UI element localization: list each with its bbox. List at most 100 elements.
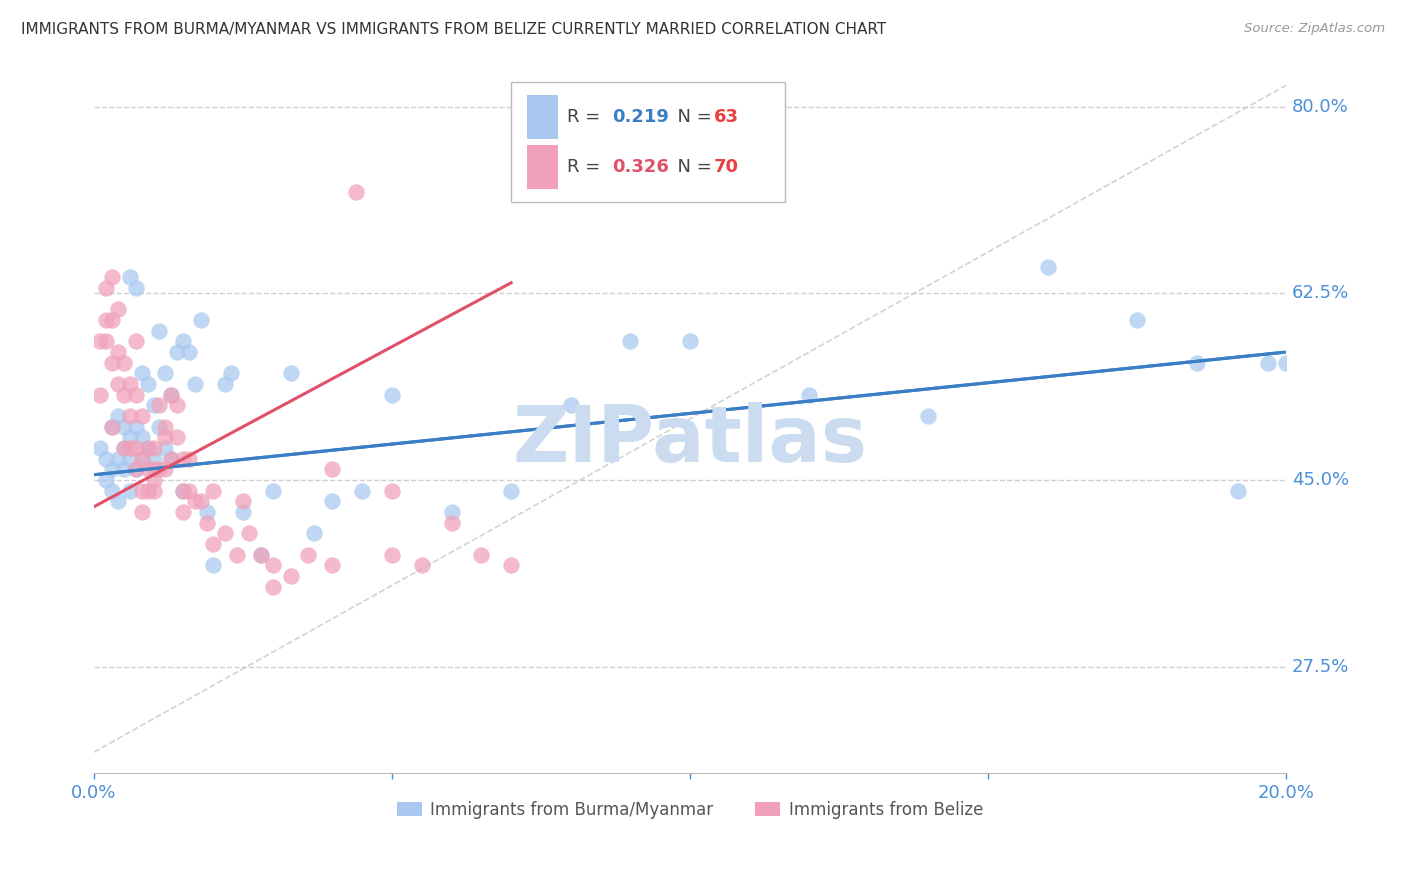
Point: [112, 441, 135, 455]
Point: [352, 483, 374, 498]
Text: 45.0%: 45.0%: [1292, 471, 1350, 489]
Point: [560, 398, 582, 412]
Point: [118, 377, 141, 392]
Point: [131, 451, 153, 466]
Point: [136, 377, 159, 392]
Point: [101, 270, 124, 285]
Point: [619, 334, 641, 349]
Text: 70: 70: [714, 158, 738, 176]
Point: [94, 281, 117, 295]
Point: [107, 345, 129, 359]
Point: [195, 505, 218, 519]
Point: [1257, 356, 1279, 370]
Point: [411, 558, 433, 573]
Point: [118, 441, 141, 455]
Point: [136, 483, 159, 498]
Point: [89, 334, 111, 349]
Point: [94, 473, 117, 487]
Legend: Immigrants from Burma/Myanmar, Immigrants from Belize: Immigrants from Burma/Myanmar, Immigrant…: [391, 794, 990, 825]
Point: [118, 409, 141, 423]
Point: [166, 345, 188, 359]
Point: [160, 451, 183, 466]
Text: Source: ZipAtlas.com: Source: ZipAtlas.com: [1244, 22, 1385, 36]
Point: [179, 451, 201, 466]
Point: [679, 334, 702, 349]
Point: [131, 430, 153, 444]
Point: [179, 345, 201, 359]
Point: [89, 388, 111, 402]
Point: [112, 356, 135, 370]
Point: [131, 409, 153, 423]
Point: [124, 281, 146, 295]
Point: [124, 462, 146, 476]
Point: [107, 409, 129, 423]
Point: [172, 334, 194, 349]
Point: [238, 526, 260, 541]
Point: [262, 580, 284, 594]
Point: [101, 462, 124, 476]
Point: [160, 388, 183, 402]
FancyBboxPatch shape: [527, 145, 558, 189]
Text: N =: N =: [666, 158, 717, 176]
Point: [172, 505, 194, 519]
Point: [226, 548, 249, 562]
Point: [124, 441, 146, 455]
Point: [142, 441, 165, 455]
Point: [112, 441, 135, 455]
Point: [101, 483, 124, 498]
Point: [155, 441, 177, 455]
Text: 63: 63: [714, 108, 738, 127]
Text: R =: R =: [567, 158, 606, 176]
Point: [1185, 356, 1208, 370]
Point: [118, 430, 141, 444]
Point: [94, 313, 117, 327]
Point: [131, 367, 153, 381]
Point: [470, 548, 492, 562]
FancyBboxPatch shape: [512, 82, 786, 202]
Point: [166, 430, 188, 444]
Point: [1275, 356, 1298, 370]
Point: [232, 494, 254, 508]
Point: [202, 537, 225, 551]
Point: [131, 483, 153, 498]
Point: [148, 419, 170, 434]
Point: [1227, 483, 1250, 498]
Point: [262, 558, 284, 573]
Point: [172, 483, 194, 498]
Point: [136, 462, 159, 476]
Point: [1036, 260, 1059, 274]
Point: [112, 388, 135, 402]
Point: [501, 483, 523, 498]
Point: [172, 451, 194, 466]
Point: [280, 569, 302, 583]
Point: [321, 462, 343, 476]
Point: [381, 548, 404, 562]
Point: [148, 324, 170, 338]
Point: [166, 398, 188, 412]
Text: 0.326: 0.326: [613, 158, 669, 176]
Point: [219, 367, 242, 381]
Point: [101, 419, 124, 434]
Point: [101, 419, 124, 434]
Point: [112, 419, 135, 434]
Point: [155, 462, 177, 476]
Point: [94, 451, 117, 466]
Point: [190, 313, 212, 327]
Point: [160, 451, 183, 466]
Point: [440, 516, 463, 530]
Point: [321, 494, 343, 508]
Point: [148, 398, 170, 412]
Point: [321, 558, 343, 573]
Point: [101, 313, 124, 327]
Point: [160, 388, 183, 402]
Point: [304, 526, 326, 541]
Point: [142, 473, 165, 487]
Point: [250, 548, 273, 562]
Point: [107, 302, 129, 317]
Point: [142, 483, 165, 498]
Point: [799, 388, 821, 402]
Point: [142, 451, 165, 466]
Point: [118, 451, 141, 466]
Point: [195, 516, 218, 530]
Point: [214, 377, 236, 392]
